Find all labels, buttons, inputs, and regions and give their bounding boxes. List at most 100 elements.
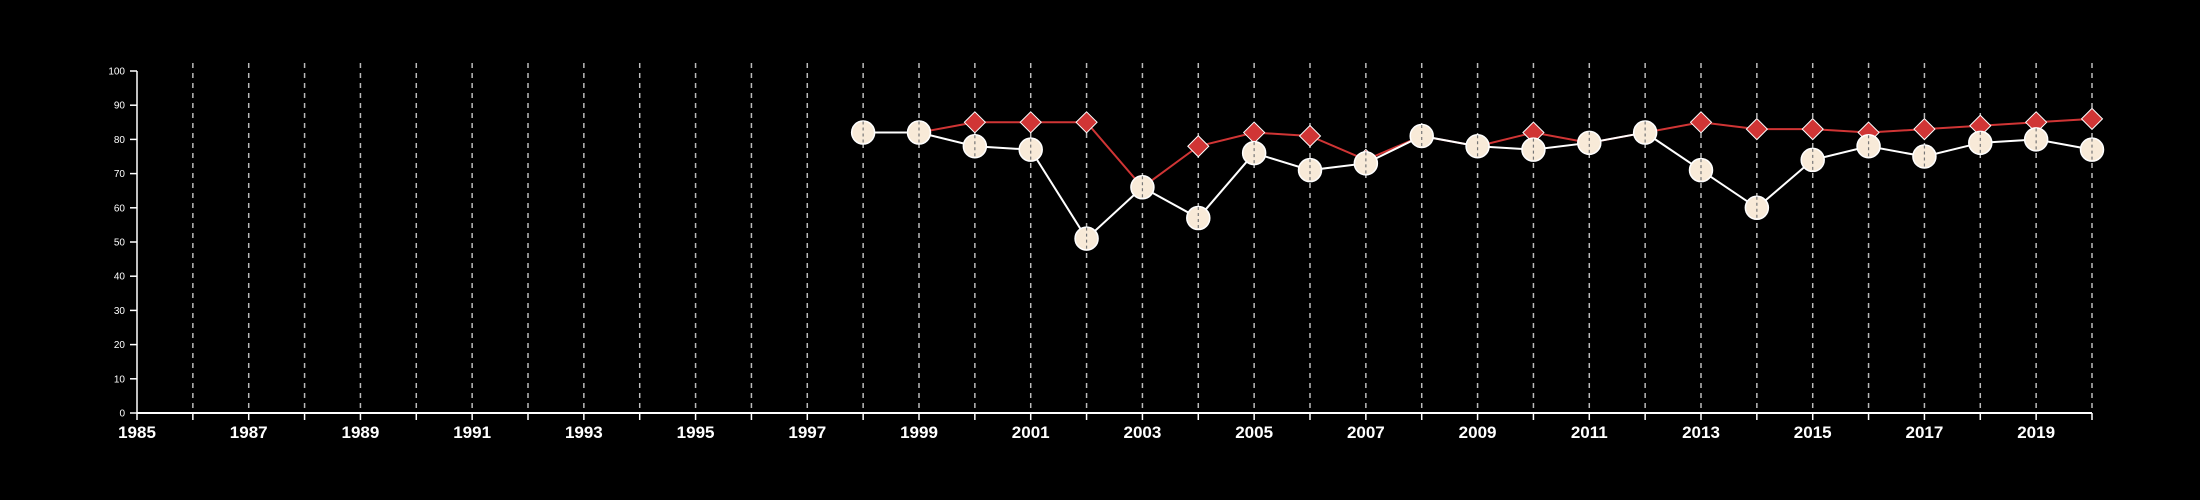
series-1-point [1409, 123, 1434, 149]
circle-marker [1018, 137, 1043, 162]
x-tick-label: 2019 [2017, 423, 2055, 442]
circle-marker [962, 133, 988, 159]
series-1-point [1297, 157, 1323, 183]
series-1-point [1074, 226, 1099, 251]
series-0-point [1913, 117, 1936, 141]
series-0-point [1075, 111, 1098, 134]
series-1-point [906, 120, 932, 145]
circle-marker [1632, 120, 1658, 145]
circle-marker [1744, 195, 1770, 221]
series-1-point [1744, 195, 1770, 221]
y-tick-label: 70 [114, 169, 126, 180]
series-0-point [1242, 121, 1266, 144]
circle-marker [1521, 137, 1546, 162]
x-tick-label: 2015 [1794, 423, 1832, 442]
series-1-point [1688, 157, 1714, 183]
series-1-point [1968, 130, 1993, 156]
circle-marker [1577, 130, 1602, 156]
x-tick-label: 1985 [118, 423, 156, 442]
diamond-marker [1187, 135, 1210, 158]
x-tick-label: 1997 [788, 423, 826, 442]
x-tick-label: 1991 [453, 423, 491, 442]
x-tick-label: 2017 [1906, 423, 1944, 442]
circle-marker [1409, 123, 1434, 149]
series-1-point [1632, 120, 1658, 145]
circle-marker [1074, 226, 1099, 251]
diamond-marker [1298, 124, 1322, 148]
series-0-point [1298, 124, 1322, 148]
circle-marker [1130, 175, 1155, 200]
circle-marker [1856, 133, 1881, 159]
series-1-point [1521, 137, 1546, 162]
series-1-point [1186, 205, 1211, 231]
series-0-point [1187, 135, 1210, 158]
circle-marker [1688, 157, 1714, 183]
diamond-marker [1745, 117, 1769, 141]
circle-marker [850, 120, 876, 145]
x-tick-label: 2003 [1124, 423, 1162, 442]
circle-marker [1241, 140, 1267, 166]
x-tick-label: 2013 [1682, 423, 1720, 442]
circle-marker [1465, 133, 1490, 159]
circle-marker [1968, 130, 1993, 156]
x-tick-label: 2007 [1347, 423, 1385, 442]
x-tick-label: 1995 [677, 423, 715, 442]
grid-lines [192, 63, 2093, 413]
series-1-point [1353, 151, 1379, 176]
diamond-marker [1801, 117, 1824, 141]
series-1-point [2079, 137, 2105, 162]
x-tick-label: 1987 [230, 423, 268, 442]
series-1-point [1912, 144, 1937, 169]
series-group [850, 107, 2105, 251]
circle-marker [1186, 205, 1211, 231]
diamond-marker [2080, 107, 2104, 131]
circle-marker [906, 120, 932, 145]
series-1-point [1800, 147, 1825, 173]
series-1-point [962, 133, 988, 159]
series-0-point [1019, 111, 1042, 134]
circle-marker [1353, 151, 1379, 176]
y-tick-label: 100 [108, 67, 125, 78]
y-tick-label: 20 [114, 340, 126, 351]
diamond-marker [963, 111, 987, 134]
series-1-point [1856, 133, 1881, 159]
diamond-marker [1075, 111, 1098, 134]
x-tick-label: 2005 [1235, 423, 1273, 442]
y-tick-label: 80 [114, 135, 126, 146]
y-tick-label: 0 [119, 409, 125, 420]
series-1-point [2023, 127, 2049, 152]
series-1-point [1577, 130, 1602, 156]
y-tick-label: 50 [114, 238, 126, 249]
series-0-point [1801, 117, 1824, 141]
circle-marker [2023, 127, 2049, 152]
axes: 1985 1987 1989 1991 1993 1995 1997 1999 2001 2003… [108, 67, 2093, 442]
series-1-point [850, 120, 876, 145]
series-0-point [2080, 107, 2104, 131]
diamond-marker [1242, 121, 1266, 144]
y-tick-label: 30 [114, 306, 126, 317]
x-tick-label: 1989 [342, 423, 380, 442]
x-tick-label: 1999 [900, 423, 938, 442]
y-tick-label: 90 [114, 101, 126, 112]
series-0-point [1745, 117, 1769, 141]
circle-marker [1800, 147, 1825, 173]
circle-marker [1297, 157, 1323, 183]
series-1-point [1130, 175, 1155, 200]
series-1-point [1465, 133, 1490, 159]
diamond-marker [1913, 117, 1936, 141]
series-1-point [1018, 137, 1043, 162]
y-tick-label: 60 [114, 203, 126, 214]
y-tick-label: 10 [114, 374, 126, 385]
series-1-point [1241, 140, 1267, 166]
diamond-marker [1689, 111, 1713, 134]
circle-marker [2079, 137, 2105, 162]
x-tick-label: 2011 [1571, 423, 1608, 442]
diamond-marker [1019, 111, 1042, 134]
y-tick-label: 40 [114, 272, 126, 283]
x-tick-label: 2001 [1012, 423, 1050, 442]
x-tick-label: 1993 [565, 423, 603, 442]
series-0-point [1689, 111, 1713, 134]
series-0-point [963, 111, 987, 134]
